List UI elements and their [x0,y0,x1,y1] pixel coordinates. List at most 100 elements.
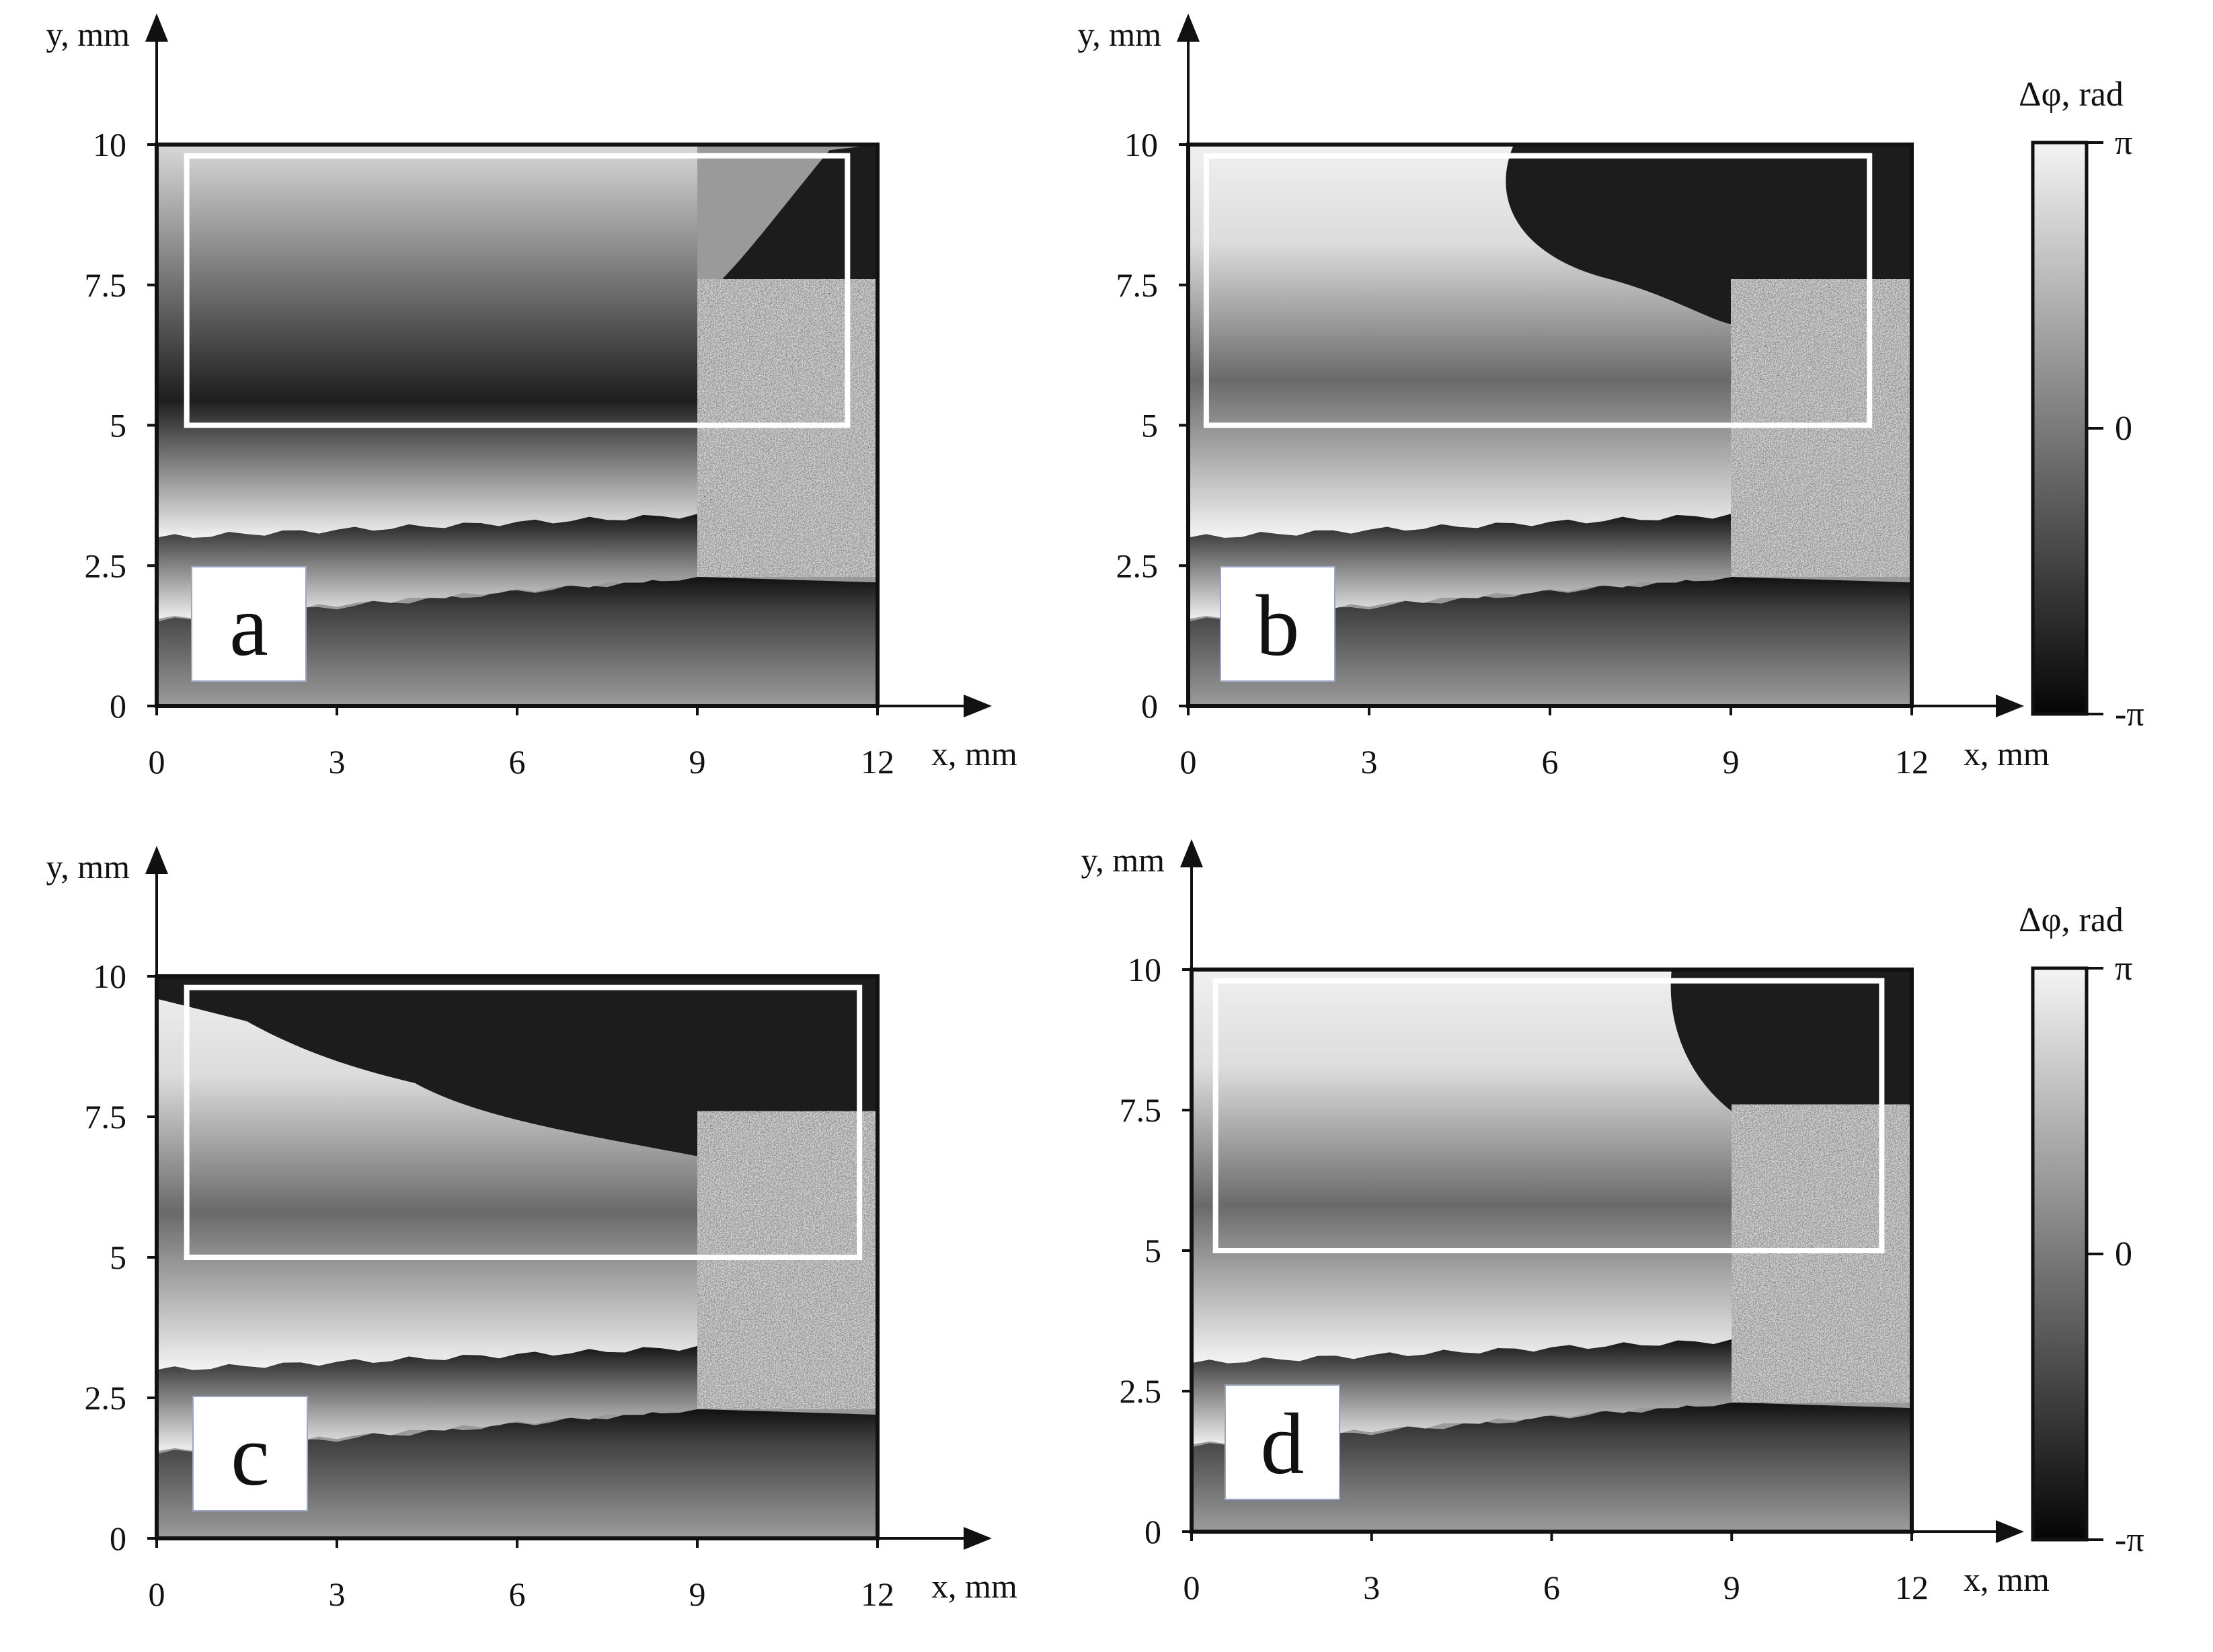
x-axis-label: x, mm [1964,1561,2050,1598]
y-axis-arrow [145,846,168,874]
region-of-interest [184,153,851,428]
y-tick-label: 7.5 [85,1098,127,1136]
panel-b: b 0 3 6 9 12 0 2.5 5 7.5 10 x, mm y, mm [1077,13,2050,781]
y-axis-label: y, mm [46,848,130,886]
y-tick-label: 2.5 [1116,547,1159,584]
region-of-interest [184,984,863,1260]
phase-wrap-region [697,145,878,302]
colorbar-gradient [2031,966,2089,1542]
x-axis-arrow [1996,1520,2024,1543]
x-tick-label: 6 [509,743,526,781]
x-tick-label: 6 [1543,1569,1560,1606]
x-tick-label: 12 [861,1575,894,1613]
x-tick-label: 3 [329,1575,346,1613]
panel-label-box [1225,1384,1340,1500]
x-tick-label: 3 [1363,1569,1380,1606]
x-tick-label: 12 [861,743,894,781]
phase-upper-region [157,145,697,538]
phase-fringe-lower [157,1409,878,1538]
axes: 0 3 6 9 12 0 2.5 5 7.5 10 x, mm y, mm [1081,839,2050,1606]
y-tick-label: 10 [1124,126,1158,163]
x-tick-label: 0 [1183,1569,1200,1606]
colorbar-tick-label: π [2115,949,2132,988]
x-tick-label: 9 [689,743,706,781]
y-tick-label: 10 [93,957,126,995]
phase-fringe-lower [1188,576,1912,706]
y-tick-label: 5 [1141,407,1158,444]
phase-fringe-lower [157,576,878,706]
y-tick-label: 10 [1128,951,1161,988]
y-tick-label: 0 [1141,687,1158,725]
y-tick-label: 7.5 [1116,266,1159,304]
panel-label: a [229,578,268,674]
y-axis-label: y, mm [46,15,130,53]
noise-region [1732,1104,1912,1403]
y-tick-label: 2.5 [85,1379,127,1417]
colorbars-layer: Δφ, rad π 0 -π Δφ, rad π 0 -π [2019,75,2144,1559]
colorbar-tick-label: π [2115,124,2132,162]
panel-a: a 0 3 6 9 12 0 2.5 5 7.5 10 x, mm y, mm [46,13,1017,781]
x-tick-label: 0 [149,743,165,781]
colorbar: Δφ, rad π 0 -π [2019,75,2144,734]
axes: 0 3 6 9 12 0 2.5 5 7.5 10 x, mm y, mm [46,13,1017,781]
y-tick-label: 7.5 [85,266,127,304]
y-tick-label: 5 [110,1238,126,1276]
axes: 0 3 6 9 12 0 2.5 5 7.5 10 x, mm y, mm [1077,13,2050,781]
phase-wrap-region [1670,970,1912,1116]
panel-label: b [1256,578,1300,674]
region-of-interest [1212,978,1885,1253]
colorbar-gradient [2031,141,2089,716]
x-axis-arrow [964,1527,992,1550]
panel-label: d [1261,1396,1305,1493]
noise-region [697,1111,878,1409]
phase-fringe-lower [1192,1402,1912,1532]
y-axis-arrow [1180,839,1203,867]
colorbar-tick-label: 0 [2115,409,2132,448]
colorbar-title: Δφ, rad [2019,901,2124,939]
panel-label-box [1220,566,1335,682]
noise-region [697,279,878,577]
x-tick-label: 9 [1723,1569,1740,1606]
panel-label-box [192,1396,308,1511]
x-axis-label: x, mm [1964,735,2050,773]
panel-label: c [231,1407,270,1504]
region-of-interest [1203,153,1873,428]
x-tick-label: 6 [1542,743,1559,781]
y-axis-arrow [1177,13,1200,42]
colorbar-tick-label: -π [2115,1521,2144,1559]
colorbar-title: Δφ, rad [2019,75,2124,114]
noise-region [1731,279,1912,577]
x-tick-label: 12 [1895,743,1929,781]
y-tick-label: 0 [1144,1513,1161,1550]
panel-c: c 0 3 6 9 12 0 2.5 5 7.5 10 x, mm y, mm [46,846,1017,1613]
x-axis-label: x, mm [931,1567,1017,1605]
panel-label-box [191,566,307,682]
colorbar-tick-label: 0 [2115,1235,2132,1273]
y-axis-label: y, mm [1077,15,1161,53]
y-axis-label: y, mm [1081,841,1165,879]
y-tick-label: 2.5 [1120,1372,1162,1410]
axes: 0 3 6 9 12 0 2.5 5 7.5 10 x, mm y, mm [46,846,1017,1613]
panels-layer: a 0 3 6 9 12 0 2.5 5 7.5 10 x, mm y, mm b 0 3 6 9 12 0 2.5 5 7… [46,13,2050,1613]
x-axis-label: x, mm [931,735,1017,773]
colorbar-tick-label: -π [2115,695,2144,734]
x-tick-label: 0 [149,1575,165,1613]
x-tick-label: 12 [1895,1569,1929,1606]
y-tick-label: 5 [110,407,126,444]
x-tick-label: 6 [509,1575,526,1613]
x-tick-label: 0 [1180,743,1197,781]
x-tick-label: 3 [329,743,346,781]
colorbar: Δφ, rad π 0 -π [2019,901,2144,1559]
y-tick-label: 2.5 [85,547,127,584]
x-axis-arrow [964,695,992,717]
y-tick-label: 0 [110,1520,126,1557]
y-tick-label: 5 [1144,1232,1161,1269]
y-axis-arrow [145,13,168,42]
x-axis-arrow [1996,695,2024,717]
y-tick-label: 7.5 [1120,1091,1162,1129]
panel-d: d 0 3 6 9 12 0 2.5 5 7.5 10 x, mm y, mm [1081,839,2050,1606]
phase-upper-region [1192,970,1732,1364]
x-tick-label: 3 [1361,743,1378,781]
y-tick-label: 10 [93,126,126,163]
